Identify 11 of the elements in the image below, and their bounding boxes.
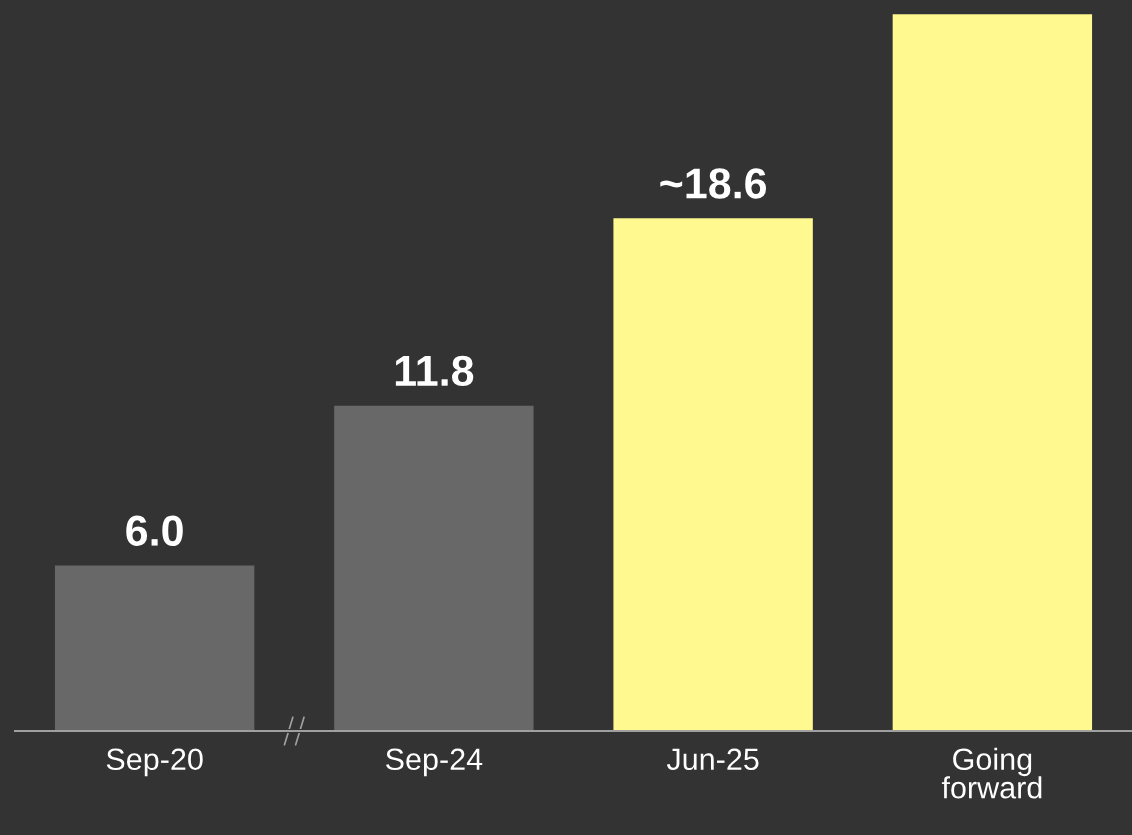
bar bbox=[613, 218, 813, 731]
data-label: 11.8 bbox=[395, 355, 474, 387]
x-tick-label: Sep-20 bbox=[106, 748, 203, 777]
x-tick-label: Sep-24 bbox=[386, 748, 483, 777]
x-tick-label: Going forward bbox=[941, 747, 1042, 799]
data-label: ~18.6 bbox=[660, 168, 767, 199]
bar bbox=[334, 405, 534, 731]
bar bbox=[54, 565, 255, 731]
data-label: 6.0 bbox=[126, 515, 183, 546]
x-tick-label: Jun-25 bbox=[666, 748, 759, 771]
bar bbox=[892, 14, 1093, 731]
